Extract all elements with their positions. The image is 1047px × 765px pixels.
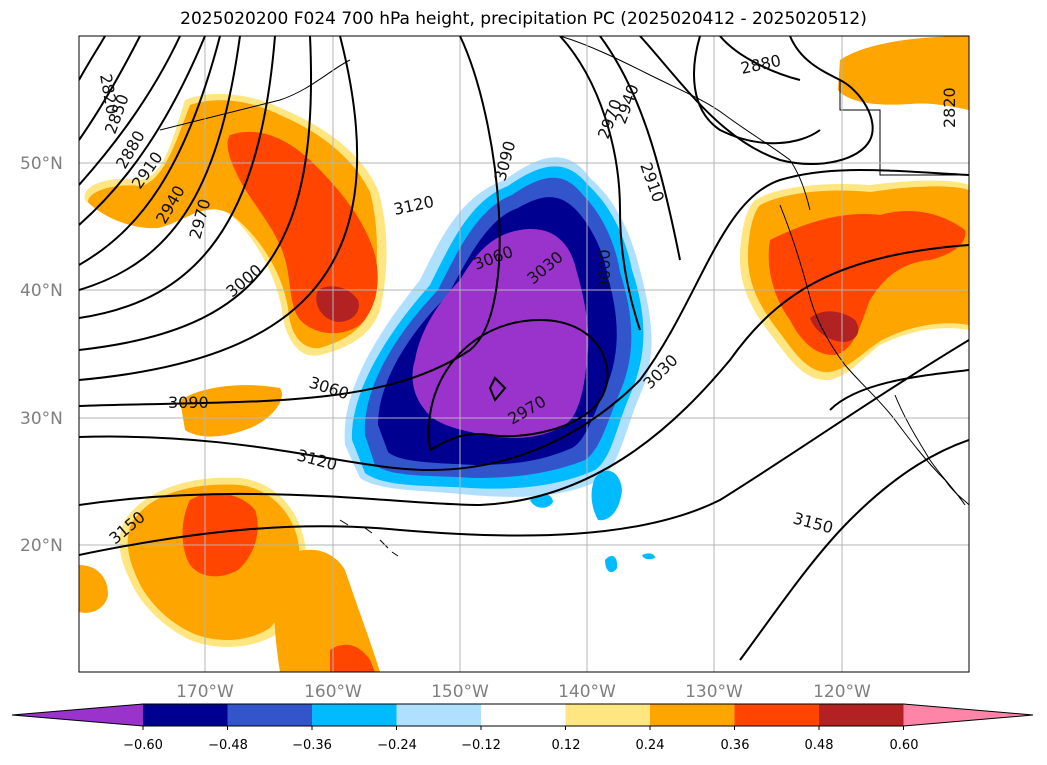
longitude-label: 130°W (685, 682, 743, 702)
contour-label: 3000 (595, 249, 614, 290)
colorbar-segment (565, 704, 651, 726)
map-frame (78, 35, 970, 673)
height-contours (79, 36, 969, 661)
colorbar-segment (227, 704, 313, 726)
negative-anomaly-spots (530, 470, 655, 573)
latitude-label: 50°N (20, 154, 63, 174)
map-area (79, 36, 969, 672)
colorbar-extend-min (12, 704, 143, 726)
colorbar-tick-label: 0.12 (552, 738, 581, 753)
colorbar-segment (819, 704, 904, 726)
colorbar-segment (650, 704, 735, 726)
positive-anomaly-southwest (79, 385, 380, 672)
latitude-label: 40°N (20, 281, 63, 301)
longitude-label: 120°W (813, 682, 871, 702)
colorbar-tick-label: −0.60 (123, 738, 163, 753)
colorbar-segment (143, 704, 228, 726)
longitude-labels: 170°W 160°W 150°W 140°W 130°W 120°W (176, 682, 871, 702)
colorbar-segment (734, 704, 820, 726)
latitude-label: 30°N (20, 409, 63, 429)
latitude-labels: 50°N 40°N 30°N 20°N (20, 154, 63, 556)
colorbar-tick-label: −0.48 (208, 738, 248, 753)
colorbar-tick-label: 0.36 (721, 738, 750, 753)
longitude-label: 160°W (304, 682, 362, 702)
colorbar-extend-max (903, 704, 1033, 726)
longitude-label: 140°W (558, 682, 616, 702)
contour-label: 3090 (168, 393, 209, 412)
colorbar-tick-label: 0.60 (890, 738, 919, 753)
colorbar-segment (396, 704, 482, 726)
colorbar-tick-label: −0.36 (292, 738, 332, 753)
colorbar (11, 703, 1034, 730)
colorbar-tick-label: −0.24 (377, 738, 417, 753)
contour-label: 2820 (940, 87, 959, 128)
latitude-label: 20°N (20, 536, 63, 556)
longitude-label: 170°W (176, 682, 234, 702)
colorbar-tick-label: −0.12 (461, 738, 501, 753)
longitude-label: 150°W (431, 682, 489, 702)
colorbar-tick-label: 0.24 (636, 738, 665, 753)
map-title: 2025020200 F024 700 hPa height, precipit… (180, 9, 867, 29)
positive-anomaly-northeast (838, 36, 969, 110)
colorbar-tick-label: 0.48 (805, 738, 834, 753)
colorbar-segment (481, 704, 566, 726)
colorbar-segment (312, 704, 397, 726)
colorbar-labels: −0.60 −0.48 −0.36 −0.24 −0.12 0.12 0.24 … (123, 738, 918, 753)
